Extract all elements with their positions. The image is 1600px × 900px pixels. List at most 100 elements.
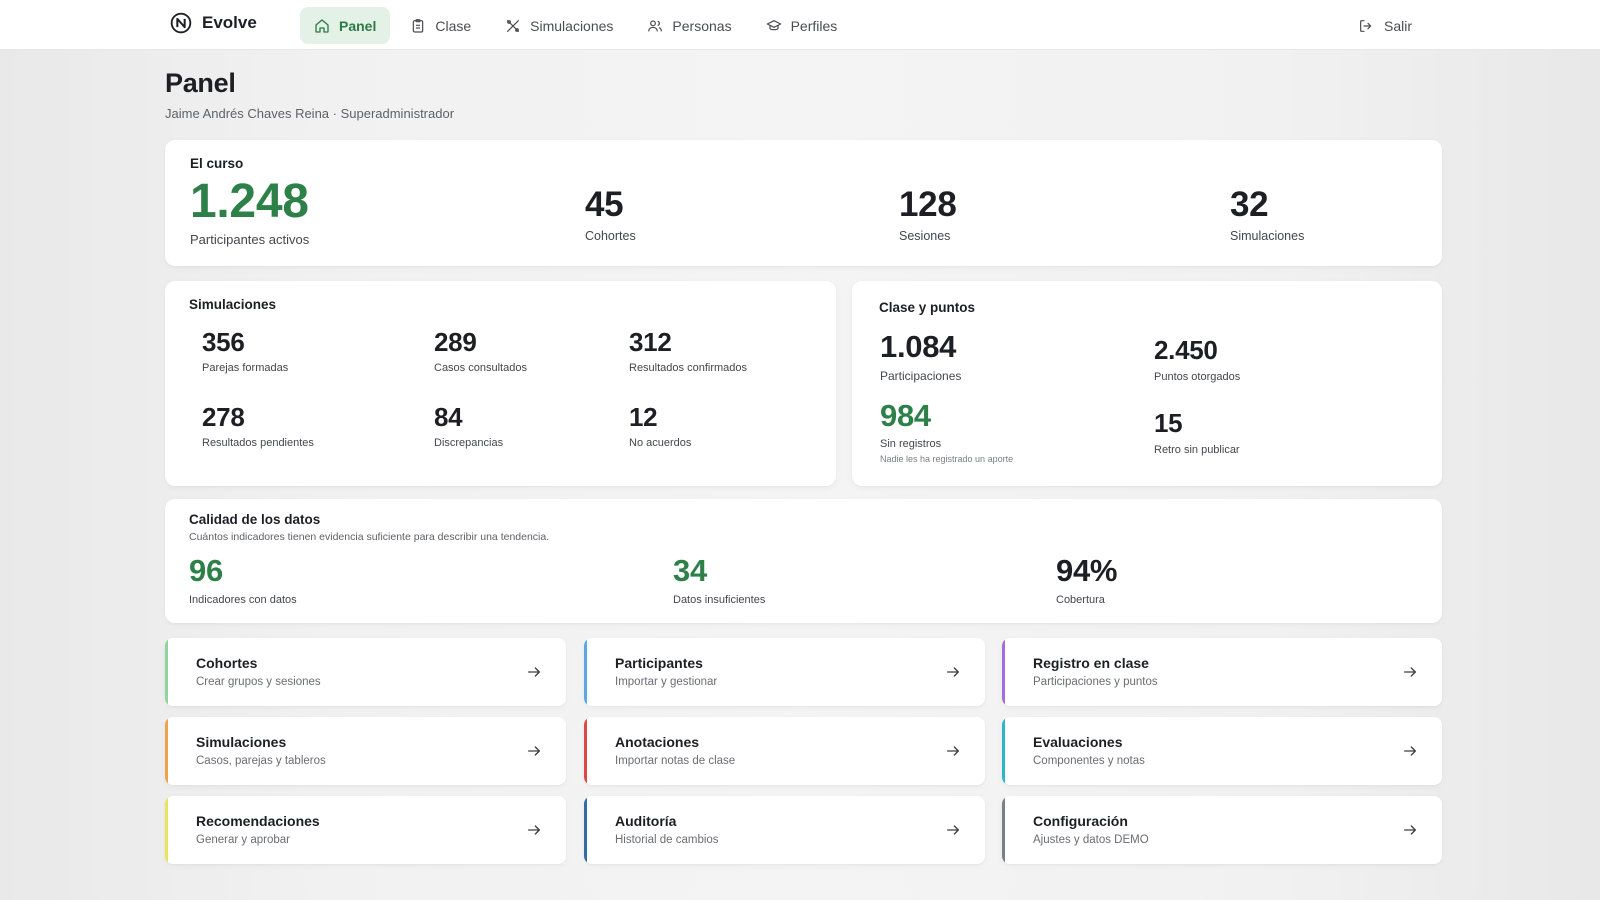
- stat-cohortes: 45 Cohortes: [585, 187, 636, 243]
- arrow-right-icon: [947, 825, 959, 835]
- nav-item-personas[interactable]: Personas: [633, 7, 745, 44]
- tile-accent: [584, 796, 587, 864]
- stat-value: 96: [189, 553, 223, 588]
- logout-button[interactable]: Salir: [1358, 7, 1412, 44]
- stat-value: 312: [629, 327, 672, 357]
- stat-label: Simulaciones: [1230, 229, 1305, 243]
- card-title: Simulaciones: [189, 297, 277, 312]
- stat-value: 128: [899, 185, 957, 224]
- arrow-right-icon: [1404, 667, 1416, 677]
- card-title: Clase y puntos: [879, 300, 976, 315]
- page-title: Panel: [165, 68, 236, 98]
- nav-item-clase[interactable]: Clase: [396, 7, 485, 44]
- tile-auditoria[interactable]: Auditoría Historial de cambios: [584, 796, 985, 864]
- stat-value: 2.450: [1154, 335, 1218, 365]
- stat-label: Cobertura: [1056, 594, 1105, 606]
- nav-label: Panel: [339, 17, 377, 34]
- tile-recomendaciones[interactable]: Recomendaciones Generar y aprobar: [165, 796, 566, 864]
- page-subtitle: Jaime Andrés Chaves Reina · Superadminis…: [165, 106, 455, 121]
- tools-icon: [507, 19, 520, 32]
- stat-value: 356: [202, 327, 245, 357]
- stat-cobertura: 94% Cobertura: [1056, 555, 1117, 606]
- tile-accent: [584, 717, 587, 785]
- stat-no-acuerdos: 12 No acuerdos: [629, 404, 691, 449]
- tile-accent: [165, 796, 168, 864]
- stat-resultados-confirmados: 312 Resultados confirmados: [629, 329, 747, 374]
- tile-title: Simulaciones: [196, 734, 287, 750]
- stat-label: Discrepancias: [434, 437, 504, 449]
- stat-indicadores-con-datos: 96 Indicadores con datos: [189, 555, 297, 606]
- stat-value: 1.084: [880, 329, 957, 364]
- arrow-right-icon: [947, 667, 959, 677]
- nav-item-panel[interactable]: Panel: [300, 7, 391, 44]
- n-circle-logo-icon: [170, 12, 192, 34]
- arrow-right-icon: [947, 746, 959, 756]
- stat-discrepancias: 84 Discrepancias: [434, 404, 503, 449]
- stat-value: 15: [1154, 408, 1183, 438]
- tile-accent: [1002, 717, 1005, 785]
- stat-note: Nadie les ha registrado un aporte: [880, 454, 1014, 464]
- arrow-right-icon: [1404, 746, 1416, 756]
- data-quality-card: Calidad de los datos Cuántos indicadores…: [165, 499, 1442, 623]
- tile-simulaciones[interactable]: Simulaciones Casos, parejas y tableros: [165, 717, 566, 785]
- stat-sin-registros: 984 Sin registros Nadie les ha registrad…: [880, 400, 1013, 464]
- stat-label: Retro sin publicar: [1154, 444, 1240, 456]
- stat-value: 32: [1230, 185, 1269, 224]
- nav-item-simulaciones[interactable]: Simulaciones: [491, 7, 627, 44]
- stat-value: 289: [434, 327, 477, 357]
- stat-label: No acuerdos: [629, 437, 692, 449]
- arrow-right-icon: [528, 667, 540, 677]
- tile-title: Registro en clase: [1033, 655, 1149, 671]
- clipboard-icon: [413, 18, 424, 33]
- tile-title: Configuración: [1033, 813, 1128, 829]
- stat-value: 94%: [1056, 553, 1118, 588]
- stat-label: Participantes activos: [190, 232, 310, 247]
- stat-value: 84: [434, 402, 463, 432]
- tile-subtitle: Crear grupos y sesiones: [196, 676, 321, 688]
- tile-accent: [165, 638, 168, 706]
- tile-subtitle: Importar notas de clase: [615, 755, 736, 767]
- stat-retro-sin-publicar: 15 Retro sin publicar: [1154, 410, 1240, 456]
- stat-label: Parejas formadas: [202, 362, 289, 374]
- card-title: El curso: [190, 156, 244, 171]
- stat-value: 278: [202, 402, 245, 432]
- card-title: Calidad de los datos: [189, 512, 321, 527]
- stat-label: Resultados pendientes: [202, 437, 314, 449]
- arrow-right-icon: [1404, 825, 1416, 835]
- class-points-card: Clase y puntos 1.084 Participaciones 2.4…: [852, 281, 1442, 486]
- nav-item-perfiles[interactable]: Perfiles: [752, 7, 852, 44]
- users-icon: [648, 19, 663, 31]
- stat-label: Participaciones: [880, 369, 962, 383]
- stat-value: 1.248: [190, 175, 309, 228]
- course-card: El curso 1.248 Participantes activos 45 …: [165, 140, 1442, 266]
- tile-subtitle: Componentes y notas: [1033, 755, 1145, 767]
- stat-label: Puntos otorgados: [1154, 371, 1241, 383]
- main-nav: Panel Clase Simulaciones Personas Perfil…: [300, 7, 851, 44]
- tile-evaluaciones[interactable]: Evaluaciones Componentes y notas: [1002, 717, 1442, 785]
- stat-participaciones: 1.084 Participaciones: [880, 331, 961, 383]
- stat-simulaciones: 32 Simulaciones: [1230, 187, 1304, 243]
- tile-accent: [1002, 638, 1005, 706]
- stat-resultados-pendientes: 278 Resultados pendientes: [202, 404, 314, 449]
- tile-title: Recomendaciones: [196, 813, 320, 829]
- logout-icon: [1360, 19, 1372, 32]
- tile-title: Participantes: [615, 655, 703, 671]
- brand[interactable]: Evolve: [170, 12, 257, 34]
- stat-label: Indicadores con datos: [189, 594, 297, 606]
- tile-participantes[interactable]: Participantes Importar y gestionar: [584, 638, 985, 706]
- stat-label: Cohortes: [585, 229, 636, 243]
- tile-title: Evaluaciones: [1033, 734, 1123, 750]
- tile-anotaciones[interactable]: Anotaciones Importar notas de clase: [584, 717, 985, 785]
- tile-registro-en-clase[interactable]: Registro en clase Participaciones y punt…: [1002, 638, 1442, 706]
- stat-label: Resultados confirmados: [629, 362, 748, 374]
- stat-label: Casos consultados: [434, 362, 527, 374]
- tile-subtitle: Historial de cambios: [615, 834, 719, 846]
- stat-value: 984: [880, 398, 931, 433]
- tile-configuracion[interactable]: Configuración Ajustes y datos DEMO: [1002, 796, 1442, 864]
- stat-parejas-formadas: 356 Parejas formadas: [202, 329, 288, 374]
- tile-cohortes[interactable]: Cohortes Crear grupos y sesiones: [165, 638, 566, 706]
- stat-value: 12: [629, 402, 658, 432]
- nav-label: Clase: [435, 17, 472, 34]
- card-subtitle: Cuántos indicadores tienen evidencia suf…: [189, 531, 550, 543]
- stat-casos-consultados: 289 Casos consultados: [434, 329, 527, 374]
